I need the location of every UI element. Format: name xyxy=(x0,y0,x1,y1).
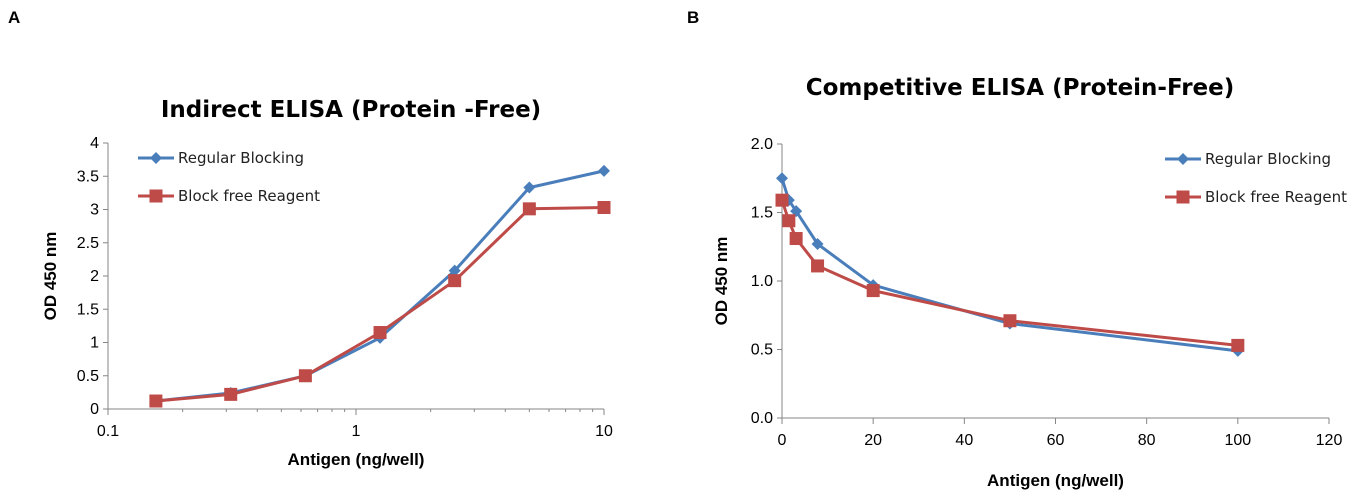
y-tick-label: 3 xyxy=(90,202,99,219)
legend-label: Block free Reagent xyxy=(1205,188,1347,206)
x-tick-label: 0 xyxy=(778,432,787,449)
legend-marker-diamond xyxy=(150,152,162,164)
data-point-square xyxy=(298,369,312,383)
data-point-diamond xyxy=(523,181,536,194)
data-point-diamond xyxy=(448,264,461,277)
data-point-square xyxy=(811,259,825,273)
data-point-square xyxy=(149,394,163,408)
y-tick-label: 1.0 xyxy=(751,273,773,290)
y-tick-label: 4 xyxy=(90,135,99,152)
panel-label-a: A xyxy=(8,8,21,27)
chart-title: Competitive ELISA (Protein-Free) xyxy=(806,75,1235,101)
data-point-square xyxy=(522,202,536,216)
y-tick-label: 2 xyxy=(90,268,99,285)
data-point-square xyxy=(1003,314,1017,328)
x-axis-label: Antigen (ng/well) xyxy=(987,471,1124,490)
y-tick-label: 0.5 xyxy=(77,368,99,385)
x-tick-label: 120 xyxy=(1316,432,1343,449)
legend-label: Regular Blocking xyxy=(178,149,304,167)
legend-marker-square xyxy=(149,189,163,203)
y-tick-label: 1.5 xyxy=(77,301,99,318)
y-tick-label: 1.5 xyxy=(751,205,773,222)
y-tick-label: 1 xyxy=(90,335,99,352)
data-point-square xyxy=(789,232,803,246)
x-tick-label: 20 xyxy=(864,432,882,449)
x-tick-label: 0.1 xyxy=(97,423,119,440)
data-point-square xyxy=(373,326,387,340)
data-point-square xyxy=(866,284,880,298)
y-tick-label: 2.0 xyxy=(751,136,773,153)
data-point-square xyxy=(448,274,462,288)
x-tick-label: 1 xyxy=(352,423,361,440)
data-point-diamond xyxy=(790,205,803,218)
x-tick-label: 60 xyxy=(1047,432,1065,449)
data-point-square xyxy=(1231,338,1245,352)
y-tick-label: 3.5 xyxy=(77,168,99,185)
data-point-diamond xyxy=(776,172,788,185)
legend-marker-square xyxy=(1176,190,1190,204)
legend-marker-diamond xyxy=(1177,153,1189,165)
legend-label: Block free Reagent xyxy=(178,187,320,205)
chart-indirect-elisa: Indirect ELISA (Protein -Free) 0 0.5 1 1.5 2 2… xyxy=(41,97,613,469)
data-point-square xyxy=(224,387,238,401)
x-tick-label: 80 xyxy=(1138,432,1156,449)
legend-label: Regular Blocking xyxy=(1205,150,1331,168)
x-tick-label: 40 xyxy=(955,432,973,449)
y-axis-label: OD 450 nm xyxy=(41,232,60,321)
data-point-square xyxy=(597,201,611,215)
x-tick-label: 10 xyxy=(595,423,613,440)
y-tick-label: 0 xyxy=(90,401,99,418)
data-point-diamond xyxy=(598,164,610,177)
data-point-diamond xyxy=(811,238,824,251)
x-tick-label: 100 xyxy=(1224,432,1251,449)
data-point-square xyxy=(775,193,789,207)
y-axis-label: OD 450 nm xyxy=(712,237,731,326)
panel-label-b: B xyxy=(687,8,700,27)
chart-title: Indirect ELISA (Protein -Free) xyxy=(161,97,541,123)
y-tick-label: 0.0 xyxy=(751,410,773,427)
data-point-square xyxy=(782,214,796,228)
y-tick-label: 2.5 xyxy=(77,235,99,252)
x-axis-label: Antigen (ng/well) xyxy=(288,450,425,469)
y-tick-label: 0.5 xyxy=(751,342,773,359)
